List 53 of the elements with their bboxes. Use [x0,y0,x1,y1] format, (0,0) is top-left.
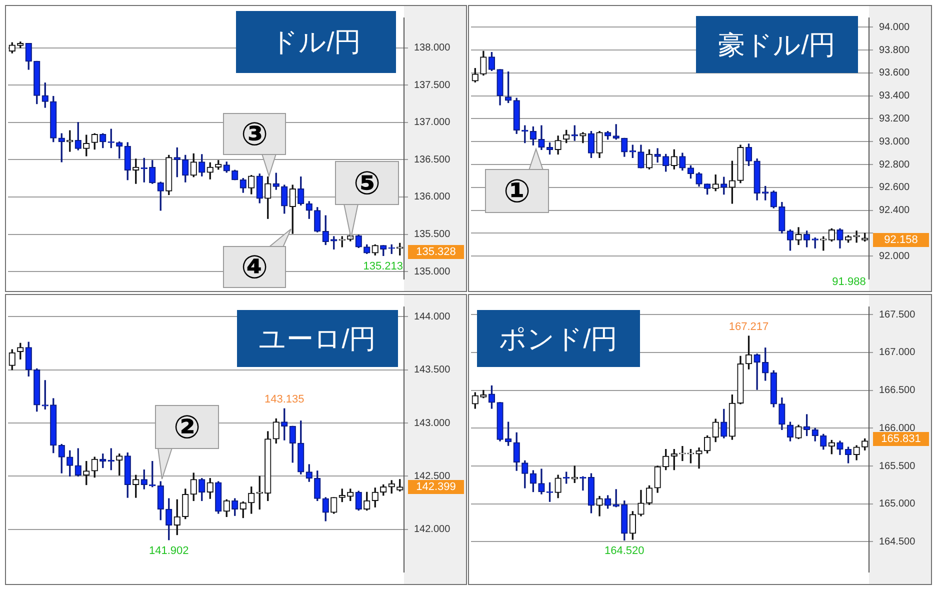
y-tick-label: 166.500 [879,385,916,396]
annotation: 141.902 [148,544,189,557]
y-tick-label: 92.800 [879,159,910,170]
y-tick-label: 93.000 [879,136,910,148]
text: 135.328 [408,245,464,259]
y-tick-label: 94.000 [879,22,910,33]
y-tick-label: 92.400 [879,205,910,216]
y-tick-label: 136.500 [414,154,451,166]
y-tick-label: 137.000 [414,117,451,128]
y-tick-label: 138.000 [414,42,451,54]
text: ポンド/円 [477,310,640,367]
chart-title: 豪ドル/円 [696,16,858,73]
y-tick-label: 135.500 [414,229,451,240]
y-tick-label: 135.000 [414,266,451,278]
y-tick-label: 143.500 [414,364,451,376]
y-tick-label: 165.000 [879,498,916,510]
annotation: ② [155,405,219,449]
candlestick [696,448,702,469]
candlestick [679,446,686,462]
y-tick-label: 167.000 [879,347,916,358]
y-tick-label: 93.600 [879,68,910,79]
text: 92.158 [873,233,929,247]
annotation: ④ [223,246,286,288]
y-tick-label: 137.500 [414,80,451,91]
y-tick-label: 93.200 [879,113,910,124]
annotation: ③ [223,113,286,155]
y-tick-label: 144.000 [414,311,451,322]
annotation: 164.520 [604,545,644,558]
y-tick-label: 165.500 [879,460,916,472]
annotation: 135.213 [363,260,403,273]
y-tick-label: 92.000 [879,250,910,262]
candlestick [654,148,661,163]
candlestick [754,354,760,390]
annotation: 143.135 [264,394,304,406]
y-tick-label: 93.400 [879,90,910,102]
y-tick-label: 142.000 [414,524,451,536]
annotation: ⑤ [335,161,399,205]
y-tick-label: 142.500 [414,470,451,482]
annotation: ① [485,169,549,213]
y-tick-label: 143.000 [414,418,451,429]
annotation: 91.988 [831,275,867,290]
candlestick [853,230,860,243]
y-tick-label: 93.800 [879,44,910,56]
chart-title: ドル/円 [236,11,396,73]
text: 165.831 [873,432,929,446]
y-tick-label: 92.600 [879,182,910,194]
y-tick-label: 166.000 [879,422,916,434]
text: ユーロ/円 [237,310,398,367]
text: 142.399 [408,480,464,494]
y-tick-label: 136.000 [414,192,451,203]
y-tick-label: 167.500 [879,309,916,320]
annotation: 167.217 [728,321,769,334]
y-tick-label: 164.500 [879,536,916,548]
